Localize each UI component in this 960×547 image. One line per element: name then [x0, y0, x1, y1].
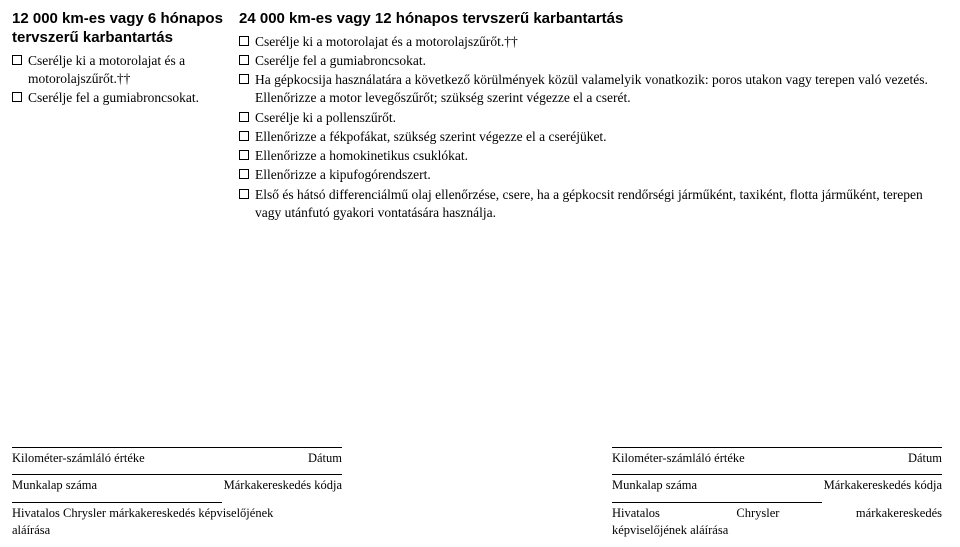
- worksheet-label: Munkalap száma: [12, 477, 97, 494]
- date-label: Dátum: [308, 450, 342, 467]
- signature-text: Hivatalos Chrysler márkakereskedés képvi…: [12, 505, 342, 539]
- list-item: Ellenőrizze a fékpofákat, szükség szerin…: [239, 128, 929, 146]
- dealer-label: Márkakereskedés kódja: [224, 477, 342, 494]
- divider: [612, 447, 942, 448]
- km-label: Kilométer-számláló értéke: [612, 450, 745, 467]
- checkbox-icon: [239, 55, 249, 65]
- checkbox-icon: [239, 189, 249, 199]
- checkbox-icon: [239, 150, 249, 160]
- worksheet-label: Munkalap száma: [612, 477, 697, 494]
- list-item: Ha gépkocsija használatára a következő k…: [239, 71, 929, 107]
- item-text: Ellenőrizze a homokinetikus csuklókat.: [255, 147, 929, 165]
- divider: [612, 474, 942, 475]
- footer-left: Kilométer-számláló értéke Dátum Munkalap…: [12, 447, 342, 540]
- signature-line: [12, 502, 222, 503]
- list-item: Cserélje ki a motorolajat és a motorolaj…: [239, 33, 929, 51]
- item-text: Cserélje ki a motorolajat és a motorolaj…: [28, 52, 227, 88]
- section-title-left: 12 000 km-es vagy 6 hónapos tervszerű ka…: [12, 10, 227, 48]
- footer-row: Kilométer-számláló értéke Dátum: [12, 450, 342, 467]
- list-item: Ellenőrizze a kipufogórendszert.: [239, 166, 929, 184]
- list-item: Cserélje fel a gumiabroncsokat.: [239, 52, 929, 70]
- item-text: Ha gépkocsija használatára a következő k…: [255, 71, 929, 107]
- right-items: Cserélje ki a motorolajat és a motorolaj…: [239, 33, 929, 223]
- dealer-label: Márkakereskedés kódja: [824, 477, 942, 494]
- list-item: Cserélje ki a motorolajat és a motorolaj…: [12, 52, 227, 88]
- footer-row: Munkalap száma Márkakereskedés kódja: [612, 477, 942, 494]
- checkbox-icon: [239, 36, 249, 46]
- checkbox-icon: [239, 169, 249, 179]
- checkbox-icon: [12, 92, 22, 102]
- sig-line-1: Hivatalos Chrysler márkakereskedés képvi…: [12, 506, 273, 520]
- item-text: Cserélje fel a gumiabroncsokat.: [255, 52, 929, 70]
- list-item: Cserélje fel a gumiabroncsokat.: [12, 89, 227, 107]
- signature-text: Hivatalos Chrysler márkakereskedés képvi…: [612, 505, 942, 539]
- signature-line: [612, 502, 822, 503]
- date-label: Dátum: [908, 450, 942, 467]
- sig-word: márkakereskedés: [856, 506, 942, 520]
- item-text: Ellenőrizze a kipufogórendszert.: [255, 166, 929, 184]
- right-column: 24 000 km-es vagy 12 hónapos tervszerű k…: [239, 10, 929, 223]
- footer-row: Kilométer-számláló értéke Dátum: [612, 450, 942, 467]
- sig-word: Chrysler: [736, 506, 779, 520]
- checkbox-icon: [239, 74, 249, 84]
- checkbox-icon: [239, 131, 249, 141]
- list-item: Cserélje ki a pollenszűrőt.: [239, 109, 929, 127]
- sig-word: Hivatalos: [612, 506, 660, 520]
- checkbox-icon: [12, 55, 22, 65]
- page: 12 000 km-es vagy 6 hónapos tervszerű ka…: [0, 0, 960, 233]
- divider: [12, 474, 342, 475]
- item-text: Cserélje fel a gumiabroncsokat.: [28, 89, 227, 107]
- item-text: Ellenőrizze a fékpofákat, szükség szerin…: [255, 128, 929, 146]
- footer: Kilométer-számláló értéke Dátum Munkalap…: [0, 447, 960, 540]
- km-label: Kilométer-számláló értéke: [12, 450, 145, 467]
- sig-line-2: képviselőjének aláírása: [612, 523, 728, 537]
- left-items: Cserélje ki a motorolajat és a motorolaj…: [12, 52, 227, 109]
- sig-line-2: aláírása: [12, 523, 50, 537]
- item-text: Első és hátsó differenciálmű olaj ellenő…: [255, 186, 929, 222]
- checkbox-icon: [239, 112, 249, 122]
- list-item: Első és hátsó differenciálmű olaj ellenő…: [239, 186, 929, 222]
- footer-right: Kilométer-számláló értéke Dátum Munkalap…: [612, 447, 942, 540]
- item-text: Cserélje ki a pollenszűrőt.: [255, 109, 929, 127]
- divider: [12, 447, 342, 448]
- list-item: Ellenőrizze a homokinetikus csuklókat.: [239, 147, 929, 165]
- sig-line-1: Hivatalos Chrysler márkakereskedés: [612, 505, 942, 522]
- footer-row: Munkalap száma Márkakereskedés kódja: [12, 477, 342, 494]
- left-column: 12 000 km-es vagy 6 hónapos tervszerű ka…: [12, 10, 227, 223]
- item-text: Cserélje ki a motorolajat és a motorolaj…: [255, 33, 929, 51]
- section-title-right: 24 000 km-es vagy 12 hónapos tervszerű k…: [239, 10, 929, 29]
